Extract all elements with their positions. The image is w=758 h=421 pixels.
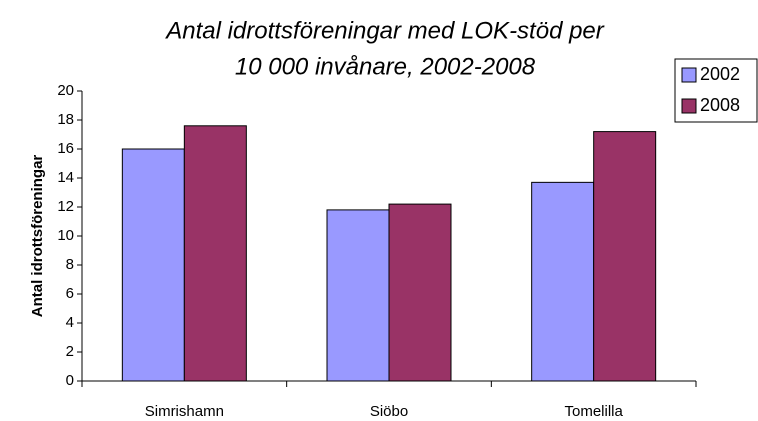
legend-swatch xyxy=(681,98,697,114)
bar xyxy=(121,148,185,382)
bar xyxy=(183,125,247,382)
legend-label: 2002 xyxy=(700,64,740,84)
bar xyxy=(326,209,390,382)
y-tick-label: 6 xyxy=(66,285,74,302)
y-tick-label: 12 xyxy=(57,198,74,215)
legend-label: 2008 xyxy=(700,95,740,115)
y-tick-label: 18 xyxy=(57,111,74,128)
x-tick-label: Simrishamn xyxy=(145,403,224,420)
y-tick-label: 2 xyxy=(66,343,74,360)
chart-title: 10 000 invånare, 2002-2008 xyxy=(235,53,536,80)
y-tick-label: 0 xyxy=(66,372,74,389)
y-tick-label: 10 xyxy=(57,227,74,244)
y-tick-label: 14 xyxy=(57,169,74,186)
y-tick-label: 4 xyxy=(66,314,74,331)
bar xyxy=(388,203,452,382)
y-tick-label: 16 xyxy=(57,140,74,157)
chart-title: Antal idrottsföreningar med LOK-stöd per xyxy=(164,17,605,44)
x-tick-label: Tomelilla xyxy=(564,403,623,420)
bar xyxy=(531,181,595,382)
y-tick-label: 8 xyxy=(66,256,74,273)
y-tick-label: 20 xyxy=(57,82,74,99)
legend-swatch xyxy=(681,67,697,83)
bar xyxy=(593,131,657,382)
x-tick-label: Siöbo xyxy=(370,403,408,420)
y-axis-label: Antal idrottsföreningar xyxy=(29,155,46,318)
